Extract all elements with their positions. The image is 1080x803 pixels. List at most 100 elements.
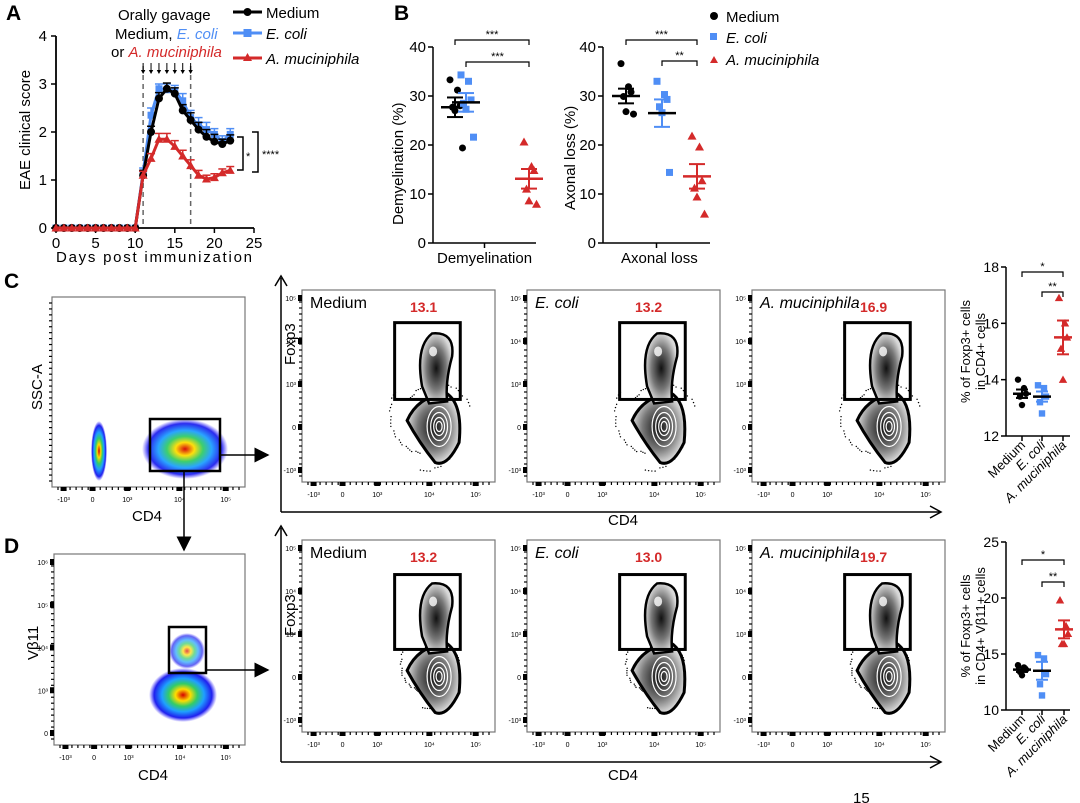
event-dot <box>859 449 861 451</box>
data-point <box>1018 672 1026 679</box>
event-dot <box>615 403 618 406</box>
y-tick-label: 10⁵ <box>285 546 296 553</box>
event-dot <box>861 395 863 397</box>
density-contour <box>876 405 902 448</box>
significance-bracket <box>625 39 698 45</box>
event-dot <box>850 653 853 656</box>
y-tick-label: 16 <box>983 315 999 331</box>
event-dot <box>686 395 689 397</box>
major-x-tick <box>824 732 831 736</box>
density-contour <box>660 670 668 683</box>
x-tick-label: 0 <box>341 742 345 749</box>
event-dot <box>854 677 856 680</box>
event-dot <box>849 441 852 444</box>
major-x-tick <box>599 482 606 486</box>
gavage-arrow-head <box>148 70 154 74</box>
event-dot <box>466 398 468 401</box>
event-dot <box>415 450 417 453</box>
event-dot <box>624 663 627 665</box>
density-contour <box>658 666 671 687</box>
x-tick-label: 10⁵ <box>221 755 232 762</box>
y-tick-label: 10⁵ <box>510 296 521 303</box>
major-y-tick <box>748 381 752 387</box>
flow-plot-medium: 10⁵ 10⁴ 10³ 0 -10³ -10³ 0 10³ 10⁴ 10⁵ Medium 13.1 <box>284 289 496 499</box>
data-point <box>1040 655 1048 662</box>
event-dot <box>863 687 866 689</box>
event-dot <box>851 658 853 661</box>
x-tick-label: -10³ <box>532 742 545 749</box>
major-x-tick <box>922 732 929 736</box>
density-contour <box>651 655 677 698</box>
data-point <box>210 137 219 146</box>
data-point <box>656 103 663 111</box>
legend-b-ecoli-marker <box>710 33 717 40</box>
panel-d-foxp3-ylabel: Foxp3 <box>282 594 299 636</box>
event-dot <box>421 707 424 709</box>
event-dot <box>450 386 452 388</box>
event-dot <box>675 386 677 388</box>
density-contour <box>883 666 896 687</box>
data-point <box>225 165 235 174</box>
panel-a-xlabel: Days post immunization <box>56 249 252 266</box>
major-y-tick <box>298 631 302 637</box>
sig-bracket-ecoli-akk <box>237 136 244 171</box>
event-dot <box>840 415 842 418</box>
x-tick-label: 10⁴ <box>175 755 186 762</box>
y-tick-label: 10⁵ <box>285 296 296 303</box>
y-tick-label: -10³ <box>284 468 297 475</box>
major-y-tick <box>523 717 527 723</box>
group-medium <box>1013 662 1031 679</box>
panel-c-gating-plot: -10³ 0 10³ 10⁴ 10⁵ SSC-A CD4 <box>29 296 246 525</box>
y-tick-label: 0 <box>742 675 746 682</box>
flow-plot-title: A. muciniphila <box>759 295 860 312</box>
data-point <box>75 223 85 232</box>
significance-label: ** <box>675 50 684 62</box>
event-dot <box>851 674 853 676</box>
major-y-tick <box>523 545 527 551</box>
event-dot <box>401 444 403 446</box>
event-dot <box>616 397 618 399</box>
panel-a-axes: 0 1 2 3 4 0 5 10 15 20 25 <box>39 28 263 252</box>
data-point <box>627 88 635 96</box>
foxp3-pos-population <box>643 332 679 405</box>
gating-plot-d-ticks: 10⁶ 10⁵ 10⁴ 10³ 0 -10³ 0 10³ 10⁴ 10⁵ <box>37 559 240 762</box>
cell-population-vb11-pos <box>169 633 205 669</box>
major-x-tick <box>697 482 704 486</box>
vb11-gate <box>167 625 208 675</box>
gavage-dashed-lines <box>142 66 192 228</box>
y-tick-label: 10⁴ <box>735 339 746 346</box>
y-tick-label: 1 <box>39 172 47 189</box>
event-dot <box>644 388 647 390</box>
major-x-tick <box>535 482 542 486</box>
summary-ylabel-line2: in CD4+ Vβ11+ cells <box>973 567 988 685</box>
panel-c-cd4-xlabel: CD4 <box>608 512 638 529</box>
y-tick-label: 40 <box>579 39 596 56</box>
event-dot <box>410 450 413 453</box>
cd4-gate <box>148 417 222 473</box>
density-contour <box>426 655 452 698</box>
y-tick-label: 10⁴ <box>285 589 296 596</box>
event-dot <box>872 469 875 472</box>
data-point <box>194 125 203 134</box>
y-tick-label: 14 <box>983 372 999 388</box>
density-contour <box>435 670 443 683</box>
event-dot <box>401 674 403 676</box>
gating-plot-d-frame <box>53 553 246 746</box>
significance-label: *** <box>491 51 505 63</box>
event-dot <box>642 388 644 391</box>
event-dot <box>394 436 397 438</box>
event-dot <box>461 395 464 397</box>
density-contour <box>433 416 446 437</box>
event-dot <box>404 677 406 680</box>
foxp3-gate <box>843 321 912 401</box>
y-tick-label: 10⁴ <box>285 339 296 346</box>
data-point <box>465 77 472 85</box>
event-dot <box>863 394 865 396</box>
gavage-annotation-medium: Medium, <box>115 26 177 43</box>
event-dot <box>644 469 647 471</box>
event-dot <box>615 425 617 428</box>
data-point <box>695 142 704 151</box>
event-dot <box>407 447 409 450</box>
event-dot <box>840 425 842 428</box>
